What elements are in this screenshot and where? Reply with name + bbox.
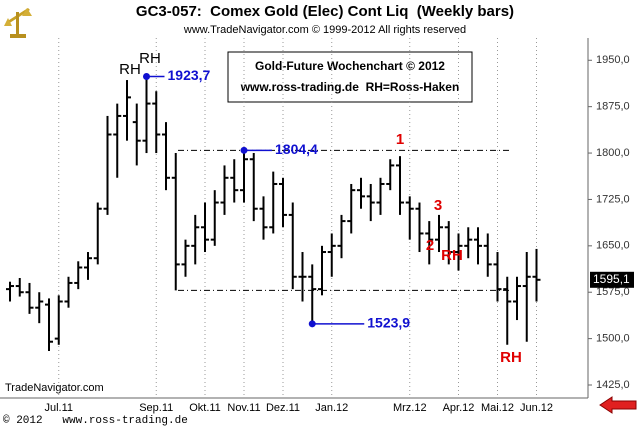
logo xyxy=(4,8,32,38)
price-label: 1523,9 xyxy=(367,315,410,331)
info-line: www.ross-trading.de RH=Ross-Haken xyxy=(240,80,460,94)
y-tick-label: 1500,0 xyxy=(596,333,630,345)
x-tick-label: Dez.11 xyxy=(266,402,300,414)
y-tick-label: 1875,0 xyxy=(596,101,630,113)
x-tick-label: Jul.11 xyxy=(44,402,73,414)
annotation: RH xyxy=(139,50,161,67)
annotation: RH xyxy=(119,61,141,78)
info-box xyxy=(227,51,473,103)
price-dot xyxy=(308,320,316,328)
x-tick-label: Jan.12 xyxy=(315,402,348,414)
y-tick-label: 1950,0 xyxy=(596,54,630,66)
info-line: Gold-Future Wochenchart © 2012 xyxy=(255,59,445,73)
y-tick-label: 1575,0 xyxy=(596,286,630,298)
annotation: 1 xyxy=(396,131,404,148)
x-tick-label: Mai.12 xyxy=(481,402,514,414)
y-tick-label: 1650,0 xyxy=(596,240,630,252)
x-tick-label: Okt.11 xyxy=(189,402,221,414)
x-tick-label: Apr.12 xyxy=(443,402,475,414)
last-price-tag xyxy=(590,271,634,288)
annotation: RH xyxy=(441,247,463,264)
arrow-icon xyxy=(599,396,637,414)
y-tick-label: 1800,0 xyxy=(596,147,630,159)
price-dot xyxy=(143,73,150,81)
x-tick-label: Nov.11 xyxy=(227,402,260,414)
last-price-label: 1595,1 xyxy=(593,272,630,286)
source: TradeNavigator.com xyxy=(5,382,104,394)
annotation: RH xyxy=(500,349,522,366)
footer: © 2012 www.ross-trading.de xyxy=(3,415,188,427)
price-dot xyxy=(240,146,248,154)
price-label: 1923,7 xyxy=(168,67,211,83)
y-tick-label: 1725,0 xyxy=(596,193,630,205)
chart-title: GC3-057: Comex Gold (Elec) Cont Liq (Wee… xyxy=(136,3,514,20)
x-tick-label: Mrz.12 xyxy=(393,402,427,414)
x-tick-label: Sep.11 xyxy=(139,402,173,414)
x-tick-label: Jun.12 xyxy=(520,402,553,414)
chart-subtitle: www.TradeNavigator.com © 1999-2012 All r… xyxy=(183,24,466,36)
annotation: 3 xyxy=(434,197,442,214)
annotation: 2 xyxy=(426,237,434,254)
y-tick-label: 1425,0 xyxy=(596,379,630,391)
price-label: 1804,4 xyxy=(275,141,318,157)
